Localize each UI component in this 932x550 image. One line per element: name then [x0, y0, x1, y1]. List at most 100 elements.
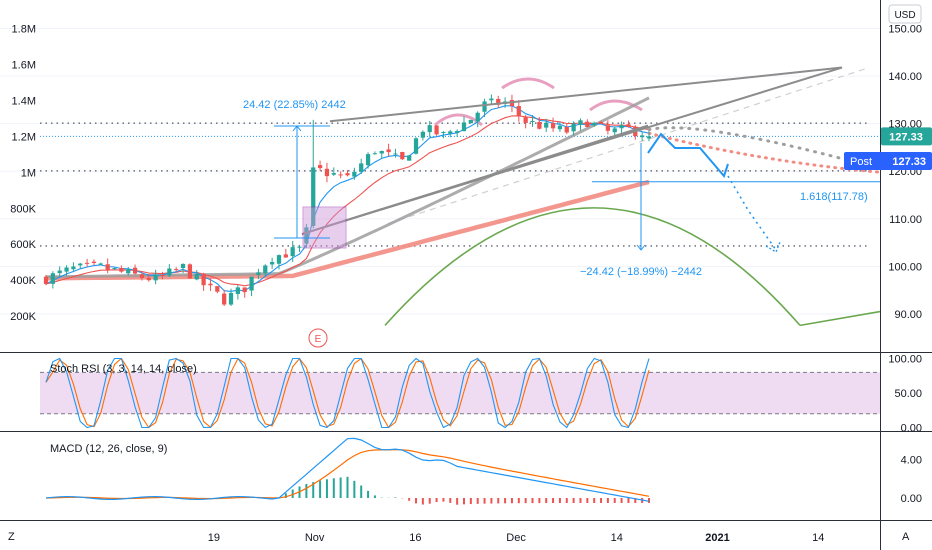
candle-body [180, 263, 186, 268]
macd-tick-label: 0.00 [901, 493, 922, 505]
earnings-marker-label: E [315, 334, 322, 345]
candle-body [427, 125, 432, 133]
candle-body [331, 173, 336, 175]
candle-body [496, 98, 501, 105]
post-label: Post [850, 156, 872, 168]
last-price-label: 127.33 [889, 131, 923, 143]
candle-body [317, 165, 323, 169]
corner-left-label: Z [8, 531, 15, 543]
sma-200-line [45, 179, 650, 281]
candle-body [640, 135, 645, 138]
candle-body [50, 273, 55, 284]
price-tick-label: 110.00 [889, 214, 922, 226]
candle-body [311, 167, 316, 226]
candle-body [304, 227, 309, 244]
candle-body [276, 255, 282, 264]
stoch-tick-label: 0.00 [901, 423, 922, 435]
candle-body [98, 263, 103, 265]
candle-body [482, 101, 487, 112]
right-shoulder-arc [589, 99, 643, 112]
volume-tick-label: 800K [10, 203, 36, 215]
candle-body [585, 121, 590, 127]
time-tick-label: 2021 [705, 532, 729, 544]
candle-body [187, 264, 193, 279]
candle-body [283, 254, 288, 258]
macd-pane: MACD (12, 26, close, 9) [45, 437, 650, 505]
candle-body [174, 269, 179, 271]
ema-5-line [45, 105, 650, 292]
head-arc [501, 77, 555, 90]
candle-body [605, 125, 611, 131]
candle-body [64, 267, 69, 272]
candle-body [448, 131, 453, 134]
candle-body [612, 128, 617, 133]
candle-body [249, 276, 254, 291]
sma-100-line [45, 96, 650, 279]
projection-dotted-path [727, 175, 777, 251]
volume-tick-label: 600K [10, 239, 36, 251]
drawings-front: E 24.42 (22.85%) 2442 −24.42 (−18.99%) −24… [243, 66, 880, 348]
candle-body [571, 123, 576, 132]
labels: USD 127.33 Post 127.33 Z A [8, 4, 932, 543]
candle-body [550, 122, 556, 129]
candle-body [489, 98, 494, 101]
drawings-back [40, 68, 881, 327]
candle-body [537, 121, 542, 129]
stoch-tick-label: 50.00 [894, 388, 922, 400]
grid-lines [0, 28, 880, 315]
volume-tick-label: 1.6M [12, 60, 36, 72]
price-tick-label: 90.00 [894, 309, 922, 321]
candle-body [324, 168, 330, 177]
candle-body [290, 247, 295, 257]
fib-extension-label: 1.618(117.78) [800, 191, 868, 203]
candle-body [420, 131, 425, 138]
time-tick-label: Dec [506, 532, 526, 544]
candle-body [359, 163, 364, 172]
measure-up-label: 24.42 (22.85%) 2442 [243, 99, 346, 111]
candle-body [352, 171, 357, 177]
breakout-box [302, 206, 347, 249]
candle-body [208, 283, 213, 286]
wedge-top-line [329, 66, 843, 123]
stoch-title: Stoch RSI (3, 3, 14, 14, close) [50, 363, 197, 375]
candle-body [71, 266, 76, 270]
candle-body [132, 267, 138, 274]
candle-body [619, 125, 624, 129]
macd-tick-label: 4.00 [901, 455, 922, 467]
candle-body [544, 122, 549, 128]
candle-body [160, 274, 165, 276]
candle-body [461, 122, 467, 132]
candle-body [338, 174, 343, 176]
measure-down-label: −24.42 (−18.99%) −2442 [580, 266, 702, 278]
currency-badge [888, 4, 922, 24]
measure-down-arrow [636, 244, 646, 251]
volume-tick-label: 1.4M [12, 96, 36, 108]
volume-tick-label: 1M [21, 167, 36, 179]
candle-body [372, 153, 378, 155]
candle-body [345, 173, 350, 176]
candle-body [413, 138, 419, 154]
candle-body [146, 277, 151, 281]
currency-label: USD [894, 10, 915, 21]
candle-body [407, 155, 412, 161]
candle-body [167, 268, 172, 276]
stoch-rsi-pane: Stoch RSI (3, 3, 14, 14, close) [40, 357, 880, 429]
candle-body [91, 261, 97, 263]
arc-tail [799, 310, 881, 327]
candle-body [78, 263, 83, 266]
candle-body [557, 125, 563, 130]
volume-tick-label: 1.2M [12, 131, 36, 143]
ema-12-line [45, 115, 650, 287]
measure-up-arrow [292, 125, 302, 132]
macd-title: MACD (12, 26, close, 9) [50, 443, 167, 455]
candle-body [468, 119, 473, 124]
price-tick-label: 100.00 [888, 261, 922, 273]
post-price-label: 127.33 [892, 156, 926, 168]
volume-tick-label: 1.8M [12, 24, 36, 36]
candle-body [43, 276, 49, 284]
candle-body [393, 153, 398, 155]
candle-body [235, 287, 240, 294]
candle-body [222, 293, 227, 305]
